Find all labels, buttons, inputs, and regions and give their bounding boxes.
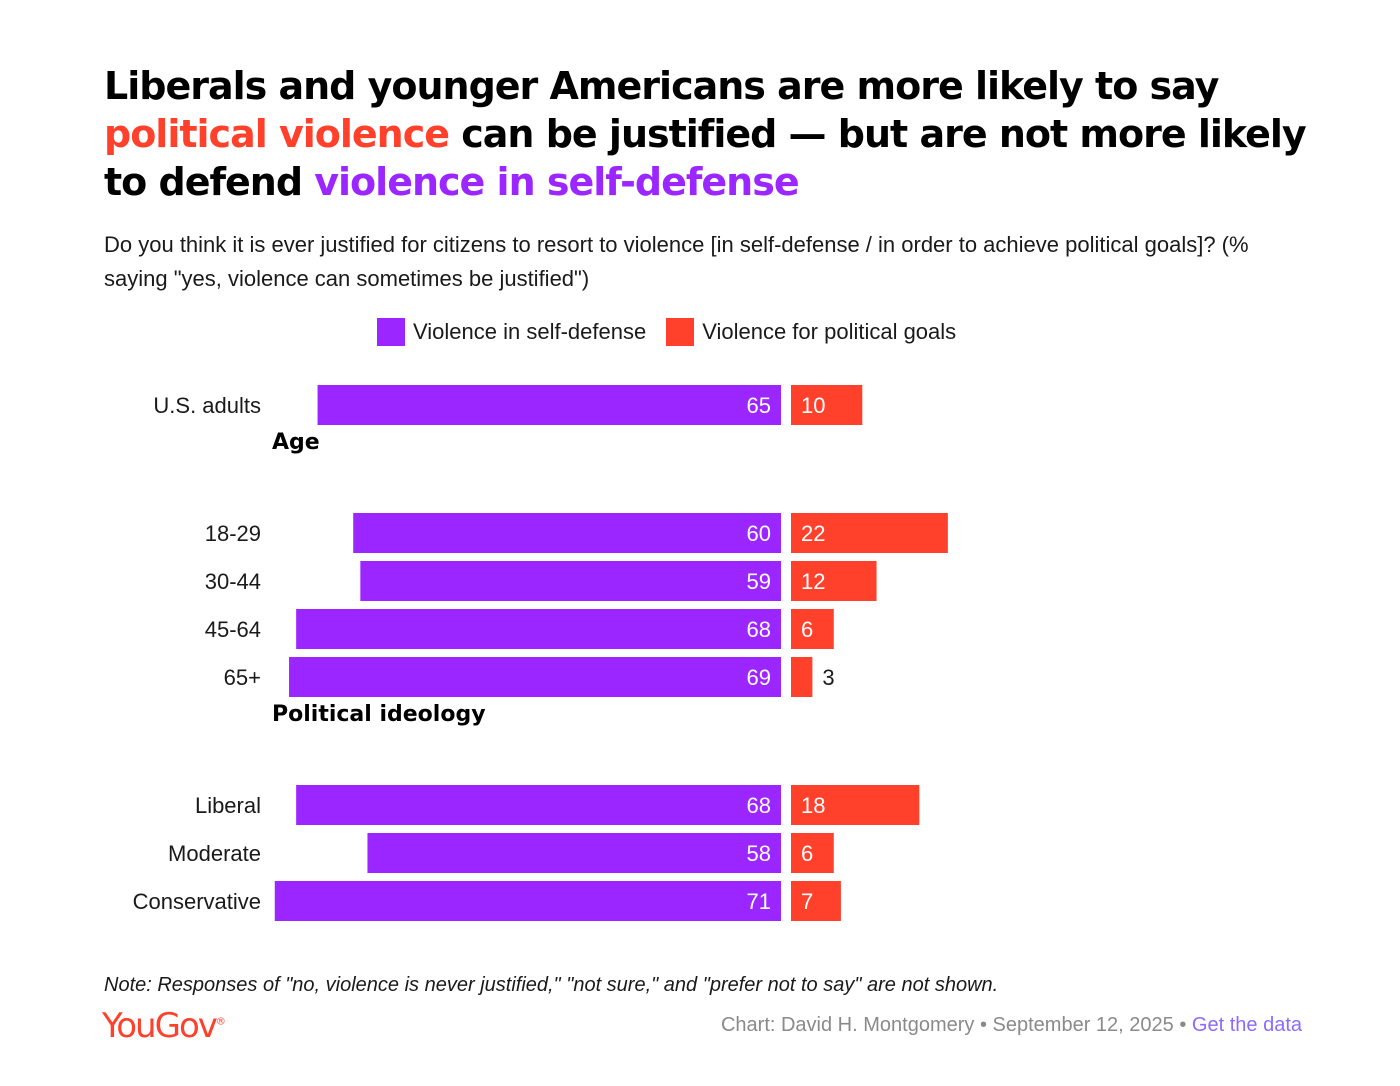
row-label-conservative: Conservative [133,889,261,914]
chart-credit: Chart: David H. Montgomery • September 1… [721,1014,1302,1037]
value-self-defense-conservative: 71 [747,889,771,914]
value-political-65: 3 [822,665,834,690]
chart-note: Note: Responses of "no, violence is neve… [104,974,999,996]
credit-date: September 12, 2025 [992,1014,1174,1036]
value-political-liberal: 18 [801,793,825,818]
bar-self-defense-liberal [296,785,781,825]
credit-author: Chart: David H. Montgomery [720,1014,975,1036]
chart-title: Liberals and younger Americans are more … [104,62,1324,206]
bar-political-moderate [791,833,834,873]
value-self-defense-u-s-adults: 65 [747,393,771,418]
value-political-u-s-adults: 10 [801,393,825,418]
bar-chart: U.S. adults 65 10 Age 18-29 60 22 30-44 59 12 45-6… [133,385,948,921]
legend-item-self-defense: Violence in self-defense [377,318,646,346]
credit-separator-2: • [1179,1014,1187,1036]
title-part-2: can be justified — but are not more like… [104,112,1307,204]
row-label-45-64: 45-64 [205,617,261,642]
bar-political-18-29 [791,513,948,553]
bar-political-liberal [791,785,920,825]
get-the-data-link[interactable]: Get the data [1191,1014,1302,1036]
value-self-defense-18-29: 60 [747,521,771,546]
title-highlight-political: political violence [104,112,450,156]
bar-self-defense-18-29 [353,513,781,553]
value-self-defense-moderate: 58 [747,841,771,866]
legend-swatch-self-defense [377,318,405,346]
value-political-45-64: 6 [801,617,813,642]
legend-label-self-defense: Violence in self-defense [413,319,647,344]
value-political-moderate: 6 [801,841,813,866]
value-self-defense-45-64: 68 [747,617,771,642]
chart-subtitle: Do you think it is ever justified for ci… [104,232,1249,291]
bar-self-defense-45-64 [296,609,781,649]
row-label-30-44: 30-44 [205,569,261,594]
value-political-conservative: 7 [801,889,813,914]
title-highlight-self-defense: violence in self-defense [314,160,799,204]
bar-self-defense-conservative [274,881,781,921]
row-label-18-29: 18-29 [205,521,261,546]
row-label-liberal: Liberal [195,793,261,818]
row-label-65: 65+ [224,665,261,690]
legend-swatch-political [666,318,695,346]
group-heading-age: Age [272,430,320,455]
bar-political-30-44 [791,561,877,601]
bar-political-conservative [791,881,841,921]
bar-political-45-64 [791,609,834,649]
value-political-18-29: 22 [801,521,825,546]
title-part-1: Liberals and younger Americans are more … [104,64,1219,108]
bar-self-defense-u-s-adults [317,385,781,425]
row-label-u-s-adults: U.S. adults [153,393,261,418]
chart-legend: Violence in self-defense Violence for po… [377,318,976,346]
value-self-defense-liberal: 68 [747,793,771,818]
bar-self-defense-30-44 [360,561,781,601]
row-label-moderate: Moderate [168,841,261,866]
logo-text: YouGov [102,1006,218,1046]
value-political-30-44: 12 [801,569,825,594]
bar-political-u-s-adults [791,385,863,425]
yougov-logo[interactable]: YouGov® [102,1006,226,1046]
bar-self-defense-moderate [367,833,781,873]
legend-item-political: Violence for political goals [666,318,956,346]
value-self-defense-65: 69 [747,665,771,690]
group-heading-political-ideology: Political ideology [272,702,486,727]
bar-self-defense-65 [289,657,781,697]
value-self-defense-30-44: 59 [747,569,771,594]
bar-political-65 [791,657,813,697]
logo-registered-mark: ® [215,1016,226,1028]
legend-label-political: Violence for political goals [702,319,957,344]
credit-separator-1: • [979,1014,987,1036]
